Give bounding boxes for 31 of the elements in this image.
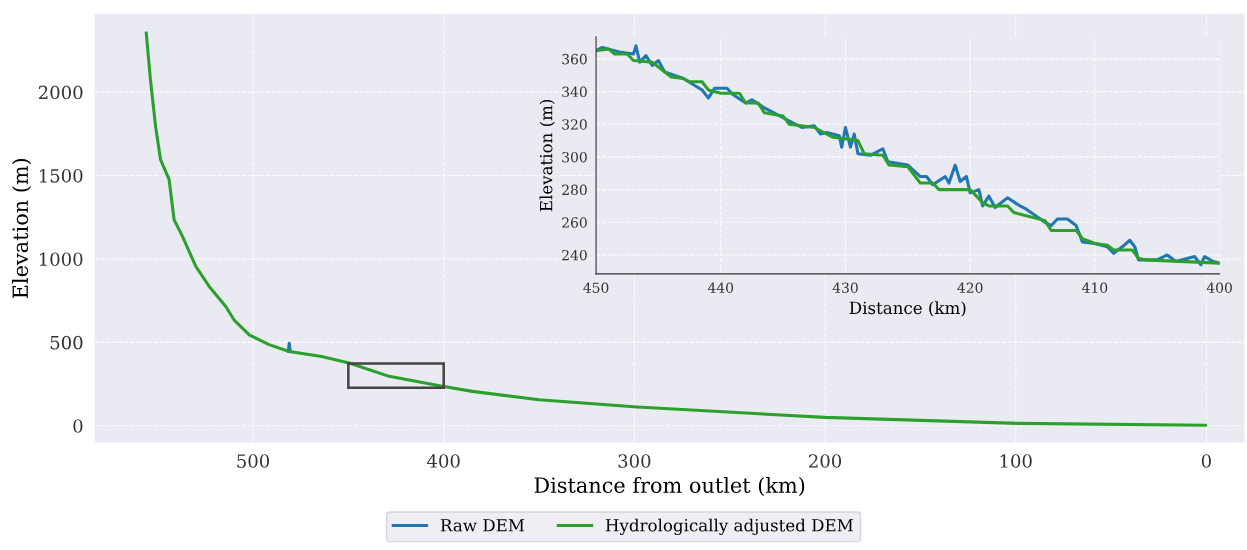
y-tick-label: 240: [562, 249, 587, 261]
x-tick-label: 410: [1082, 282, 1108, 293]
x-tick-label: 440: [707, 282, 734, 293]
x-axis-title: Distance (km): [849, 301, 966, 317]
y-tick-label: 340: [562, 86, 587, 98]
y-tick-label: 320: [562, 119, 587, 130]
line-series: [144, 31, 1207, 427]
y-tick-label: 0: [73, 419, 83, 433]
y-tick-label: 500: [50, 335, 83, 350]
x-tick-label: 430: [832, 282, 858, 293]
y-tick-label: 300: [562, 151, 587, 163]
x-tick-label: 500: [237, 454, 270, 468]
legend-label: Raw DEM: [440, 519, 525, 532]
x-tick-label: 200: [809, 454, 842, 468]
y-tick-label: 360: [562, 53, 587, 65]
y-tick-label: 1500: [39, 169, 83, 183]
y-axis-title: Elevation (m): [11, 158, 32, 299]
x-tick-label: 400: [427, 454, 460, 468]
x-tick-label: 400: [1206, 282, 1232, 293]
x-tick-label: 450: [583, 282, 609, 293]
x-tick-label: 100: [1000, 454, 1032, 468]
legend-label: Hydrologically adjusted DEM: [605, 518, 853, 535]
y-tick-label: 1000: [39, 252, 83, 267]
y-axis-title: Elevation (m): [539, 99, 555, 212]
x-tick-label: 420: [957, 282, 983, 293]
y-tick-label: 2000: [38, 85, 83, 100]
y-tick-label: 260: [562, 217, 587, 228]
x-axis-title: Distance from outlet (km): [534, 476, 805, 496]
y-tick-label: 280: [562, 184, 587, 196]
x-tick-label: 300: [618, 454, 651, 468]
x-tick-label: 0: [1201, 454, 1211, 468]
